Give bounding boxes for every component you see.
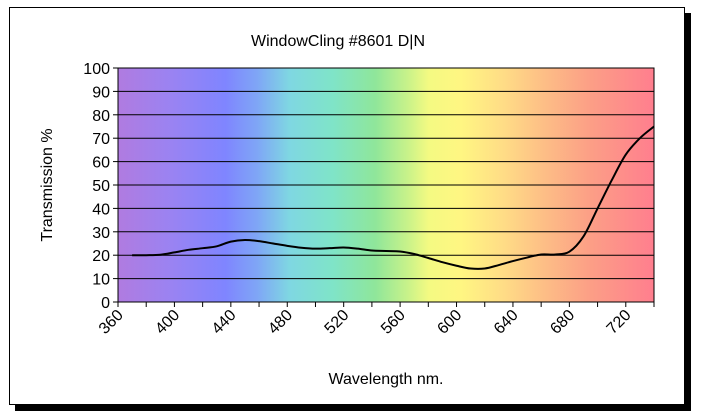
y-tick-label: 30 xyxy=(92,225,110,242)
x-tick-label: 440 xyxy=(209,307,240,338)
y-tick-label: 80 xyxy=(92,108,110,125)
y-axis-title: Transmission % xyxy=(39,128,56,241)
x-tick-label: 400 xyxy=(152,307,183,338)
x-tick-label: 520 xyxy=(322,307,353,338)
x-axis-title: Wavelength nm. xyxy=(328,371,443,388)
y-tick-label: 70 xyxy=(92,131,110,148)
y-tick-label: 90 xyxy=(92,84,110,101)
chart-frame: WindowCling #8601 D|N 0 10 20 30 40 50 60 70 80 9… xyxy=(9,7,685,405)
y-axis: 0 10 20 30 40 50 60 70 80 90 100 xyxy=(83,61,118,312)
y-tick-label: 100 xyxy=(83,61,110,78)
x-tick-label: 640 xyxy=(491,307,522,338)
x-tick-label: 560 xyxy=(378,307,409,338)
y-tick-label: 0 xyxy=(101,295,110,312)
y-tick-label: 20 xyxy=(92,248,110,265)
y-tick-label: 60 xyxy=(92,155,110,172)
x-tick-label: 600 xyxy=(434,307,465,338)
x-tick-label: 680 xyxy=(547,307,578,338)
y-tick-label: 40 xyxy=(92,201,110,218)
transmission-chart: WindowCling #8601 D|N 0 10 20 30 40 50 60 70 80 9… xyxy=(39,33,655,388)
y-tick-label: 50 xyxy=(92,178,110,195)
chart-title: WindowCling #8601 D|N xyxy=(251,33,425,50)
series-line xyxy=(132,125,655,270)
x-axis: 360 400 440 480 520 560 600 640 680 720 xyxy=(96,302,655,338)
y-tick-label: 10 xyxy=(92,272,110,289)
gridlines xyxy=(118,90,654,280)
x-tick-label: 720 xyxy=(604,307,635,338)
x-tick-label: 480 xyxy=(265,307,296,338)
series-group xyxy=(132,125,655,270)
